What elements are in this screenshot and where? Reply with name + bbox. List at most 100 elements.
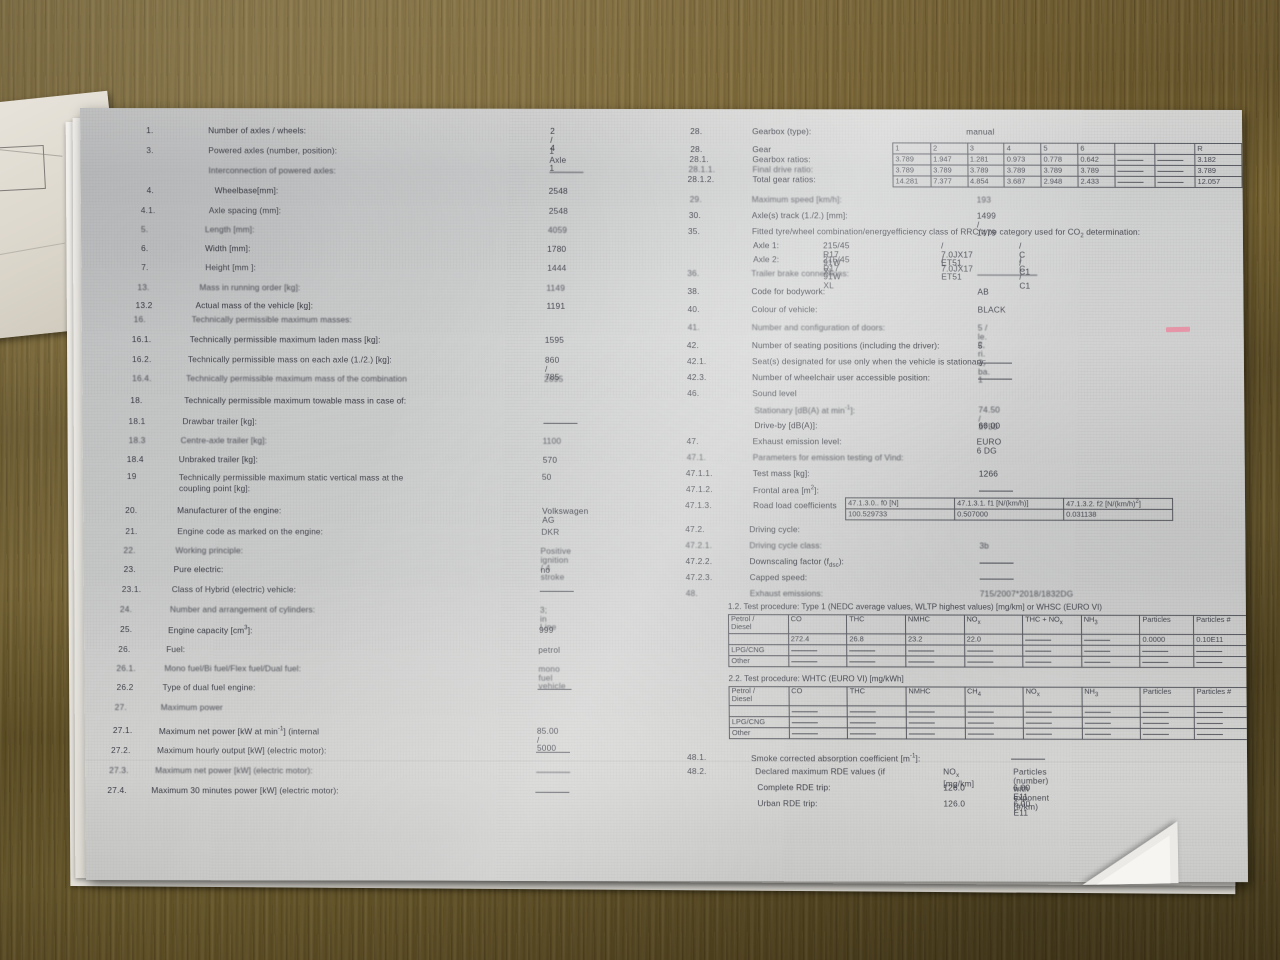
doc-row: 3. Powered axles (number, position): 1 Axl…	[80, 145, 566, 173]
doc-row: 16.1. Technically permissible maximum lad…	[82, 334, 564, 345]
row-value	[979, 558, 1014, 567]
rde-trip-particles: 6.00 E11	[1013, 798, 1031, 818]
rde-trip-label: Urban RDE trip:	[757, 798, 818, 809]
emission-table-1-cell	[847, 655, 906, 667]
row-number: 42.	[686, 340, 700, 351]
emission-table-1-cell	[1022, 645, 1082, 657]
row-number: 28.	[690, 126, 703, 137]
emission-table-1-header: Particles #	[1193, 615, 1248, 635]
emission-table-1-cell	[964, 656, 1023, 668]
row-label: Maximum speed [km/h]:	[751, 194, 842, 205]
gear-col-header: 4	[1004, 143, 1041, 155]
row-number: 36.	[687, 268, 700, 279]
row-label: Centre-axle trailer [kg]:	[180, 435, 268, 446]
row-value: 66.00	[978, 420, 1001, 431]
row-value	[535, 787, 570, 796]
doc-row: 47.2.2. Downscaling factor (fdsc):	[680, 556, 1014, 569]
emission-table-1-header: NMHC	[905, 614, 965, 635]
emission-table-1-cell	[964, 645, 1023, 657]
row-number: 18.	[130, 395, 143, 406]
gear-col-header: 1	[892, 142, 931, 154]
gear-cell	[1114, 165, 1155, 177]
gear-cell	[1154, 165, 1196, 177]
row-label: Declared maximum RDE values (if	[755, 766, 886, 777]
row-label: Technically permissible maximum towable …	[184, 395, 407, 406]
row-number: 47.1.2.	[685, 484, 713, 495]
emission-table-1-caption: 1.2. Test procedure: Type 1 (NEDC averag…	[727, 602, 1103, 612]
gear-cell: 7.377	[930, 175, 968, 188]
doc-row: 41. Number and configuration of doors: 5 /…	[678, 322, 991, 385]
doc-row: 27.1. Maximum net power [kW at min-1] (in…	[85, 725, 559, 753]
row-value: 5	[977, 340, 983, 351]
emission-table-1-cell	[1022, 634, 1082, 646]
doc-row: 47.1.1. Test mass [kg]: 1266	[679, 468, 998, 479]
doc-row: 47.2.3. Capped speed:	[680, 572, 1014, 583]
emission-table-2-header: NH3	[1081, 687, 1141, 707]
row-label: Road load coefficients	[753, 500, 837, 511]
row-label: Trailer brake connections:	[751, 268, 850, 279]
doc-row: 1. Number of axles / wheels: 2 / 4	[80, 125, 555, 153]
row-label: Driving cycle class:	[749, 540, 822, 551]
gear-table-row-label: 28.1. Gearbox ratios:	[676, 154, 810, 165]
row-label: Engine code as marked on the engine:	[177, 526, 324, 537]
emission-table-2-cell	[1023, 728, 1083, 740]
emission-table-2-cell	[1194, 717, 1249, 729]
row-label: Seat(s) designated for use only when the…	[751, 356, 987, 367]
emission-table-2-cell	[964, 728, 1024, 740]
row-value: 2695	[544, 373, 564, 384]
row-value: 1266	[978, 468, 999, 479]
emission-table-2-cell	[1140, 717, 1195, 729]
row-label: Number of wheelchair user accessible pos…	[752, 372, 931, 383]
gear-cell: 0.973	[1004, 154, 1042, 166]
row-label: Total gear ratios:	[752, 174, 816, 185]
row-label: Drive-by [dB(A)]:	[754, 420, 818, 431]
row-value	[979, 574, 1014, 583]
row-number: 1.	[146, 125, 154, 136]
rde-trip-row: Complete RDE trip: 126.0 6.00 E11	[681, 782, 1030, 801]
row-label: Final drive ratio:	[752, 164, 814, 175]
doc-row: 42.3. Number of wheelchair user accessibl…	[678, 372, 1013, 383]
row-label: Wheelbase[mm]:	[214, 185, 279, 196]
paper-corner-line-mark-top	[0, 103, 67, 157]
emission-table-1-cell	[788, 644, 848, 656]
row-value: 1191	[546, 300, 566, 311]
row-label: Code for bodywork:	[751, 286, 826, 297]
doc-row: 16.2. Technically permissible mass on eac…	[82, 354, 560, 382]
doc-row: 48. Exhaust emissions: 715/2007*2018/1832D…	[680, 588, 1074, 599]
gear-ratio-table: 1 2 3 4 5 6 R 3.789 1.947 1.281 0.973 0.778 0.642 3.1…	[892, 142, 1243, 188]
emission-table-1-rowlabel: Other	[728, 655, 789, 667]
row-number: 28.1.	[689, 154, 709, 165]
row-value: 1780	[547, 243, 567, 254]
emission-table-1-cell	[1140, 645, 1194, 657]
row-number: 6.	[141, 243, 149, 254]
folded-corner	[1095, 835, 1171, 885]
row-label: Gear	[752, 144, 772, 155]
row-label: Maximum power	[160, 702, 223, 713]
emission-table-1-cell	[788, 655, 848, 667]
emission-table-2-cell	[906, 716, 965, 729]
doc-row: 20. Manufacturer of the engine: Volkswagen…	[83, 505, 588, 524]
gear-col-header: R	[1194, 143, 1242, 155]
row-value: petrol	[538, 644, 561, 655]
emission-table-2-cell	[906, 727, 965, 740]
row-value	[537, 684, 572, 693]
gear-cell: 12.057	[1195, 176, 1243, 188]
row-number: 21.	[125, 526, 138, 537]
row-label: Working principle:	[175, 545, 244, 556]
row-label: Mono fuel/Bi fuel/Flex fuel/Dual fuel:	[164, 663, 302, 674]
gear-table-row-label: 28.1.2. Total gear ratios:	[677, 174, 816, 185]
road-load-table: 47.1.3.0.. f0 [N] 47.1.3.1. f1 [N/(km/h)]…	[845, 497, 1173, 521]
row-label: Capped speed:	[749, 572, 808, 583]
row-number: 30.	[688, 210, 701, 221]
row-label: Driving cycle:	[749, 524, 801, 535]
gear-cell: 0.778	[1040, 154, 1078, 166]
gear-table-row-label: 28. Gear	[676, 144, 772, 155]
row-value: AB	[977, 286, 989, 297]
doc-row: 26.2 Type of dual fuel engine:	[85, 682, 572, 692]
row-value: 715/2007*2018/1832DG	[979, 588, 1074, 599]
doc-row: 40. Colour of vehicle: BLACK	[678, 304, 1006, 315]
emission-table-2-cell	[1140, 706, 1195, 718]
row-value: no	[540, 564, 551, 575]
document-text-layer: 1. Number of axles / wheels: 2 / 4 3. Powere…	[80, 108, 1249, 882]
row-number: 47.1.	[686, 452, 707, 463]
